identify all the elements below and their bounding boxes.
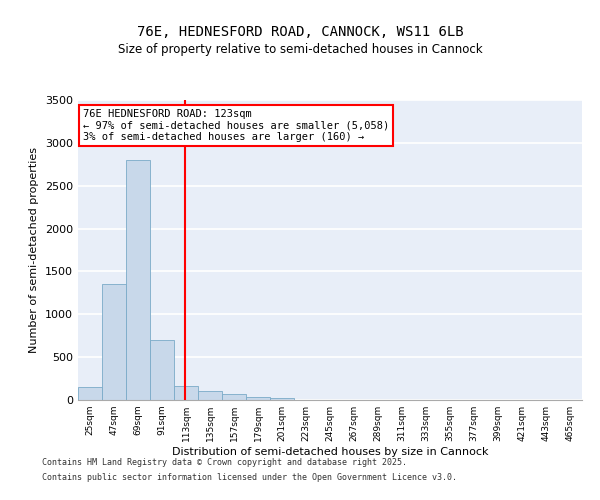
Bar — [174, 386, 198, 400]
Bar — [78, 387, 102, 400]
Bar — [102, 284, 126, 400]
Bar — [150, 340, 174, 400]
Text: Contains HM Land Registry data © Crown copyright and database right 2025.: Contains HM Land Registry data © Crown c… — [42, 458, 407, 467]
Bar — [126, 160, 150, 400]
Text: Size of property relative to semi-detached houses in Cannock: Size of property relative to semi-detach… — [118, 44, 482, 57]
Y-axis label: Number of semi-detached properties: Number of semi-detached properties — [29, 147, 40, 353]
Bar — [270, 398, 294, 400]
Bar — [246, 396, 270, 400]
Bar — [198, 390, 222, 400]
X-axis label: Distribution of semi-detached houses by size in Cannock: Distribution of semi-detached houses by … — [172, 447, 488, 457]
Text: Contains public sector information licensed under the Open Government Licence v3: Contains public sector information licen… — [42, 473, 457, 482]
Text: 76E, HEDNESFORD ROAD, CANNOCK, WS11 6LB: 76E, HEDNESFORD ROAD, CANNOCK, WS11 6LB — [137, 26, 463, 40]
Text: 76E HEDNESFORD ROAD: 123sqm
← 97% of semi-detached houses are smaller (5,058)
3%: 76E HEDNESFORD ROAD: 123sqm ← 97% of sem… — [83, 109, 389, 142]
Bar — [222, 394, 246, 400]
